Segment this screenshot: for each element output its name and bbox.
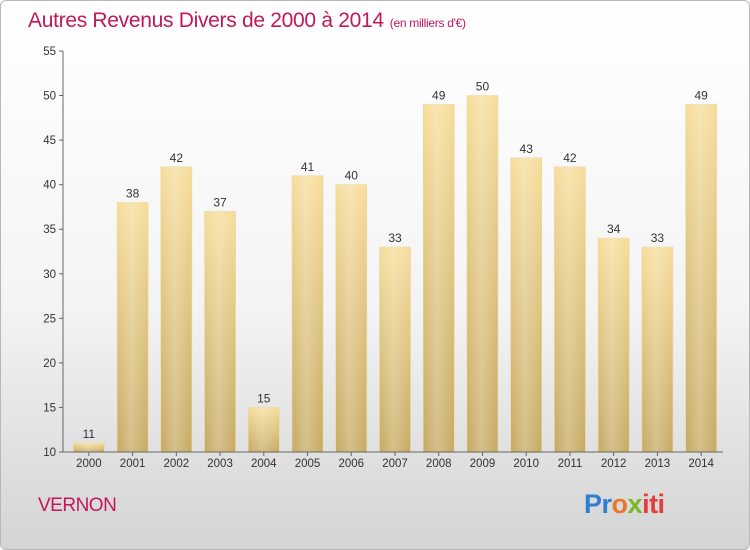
chart-title: Autres Revenus Divers de 2000 à 2014 (en …	[28, 9, 466, 33]
x-tick-label-2009: 2009	[470, 458, 496, 470]
bar-sheen-2012	[598, 238, 630, 452]
x-tick-label-2011: 2011	[558, 458, 583, 470]
bar-sheen-2007	[379, 247, 411, 452]
bar-sheen-2003	[204, 211, 236, 452]
y-tick-label-40: 40	[43, 180, 56, 192]
bar-sheen-2001	[117, 202, 149, 452]
bar-sheen-2010	[510, 157, 542, 452]
logo-part-2: o	[611, 489, 629, 519]
y-tick-label-20: 20	[43, 358, 56, 370]
x-tick-label-2006: 2006	[338, 458, 364, 470]
value-label-2000: 11	[83, 427, 96, 441]
x-tick-label-2004: 2004	[251, 458, 277, 470]
x-tick-label-2013: 2013	[645, 458, 671, 470]
value-label-2009: 50	[476, 80, 490, 94]
value-label-2007: 33	[388, 231, 402, 245]
value-label-2002: 42	[170, 151, 184, 165]
x-tick-label-2002: 2002	[164, 458, 190, 470]
bar-sheen-2000	[73, 443, 105, 452]
bars-group	[73, 95, 717, 453]
bar-sheen-2013	[641, 247, 673, 452]
x-tick-label-2001: 2001	[120, 458, 146, 470]
y-tick-label-45: 45	[43, 135, 56, 147]
y-tick-label-30: 30	[43, 269, 56, 281]
value-label-2004: 15	[257, 391, 271, 405]
logo-part-3: x	[627, 489, 643, 519]
y-tick-label-10: 10	[43, 447, 56, 459]
value-label-2014: 49	[694, 88, 708, 102]
logo-part-1: Pr	[584, 489, 612, 519]
labels-group: 11 2000 38 2001 42 2002 37 2003 15 2004 41 2005 40 20…	[43, 46, 714, 470]
y-tick-label-15: 15	[43, 402, 56, 414]
y-tick-label-55: 55	[43, 46, 56, 58]
bar-sheen-2014	[685, 104, 717, 452]
value-label-2013: 33	[651, 231, 665, 245]
bar-sheen-2004	[248, 407, 280, 452]
value-label-2003: 37	[213, 195, 227, 209]
proxiti-logo[interactable]: Proxiti	[584, 489, 665, 520]
y-tick-label-25: 25	[43, 313, 56, 325]
value-label-2012: 34	[607, 222, 621, 236]
x-tick-label-2007: 2007	[382, 458, 408, 470]
x-tick-label-2008: 2008	[426, 458, 452, 470]
bar-sheen-2002	[160, 166, 192, 452]
bar-sheen-2008	[423, 104, 455, 452]
chart-subtitle: (en milliers d'€)	[389, 16, 466, 30]
axes-group	[59, 50, 723, 456]
x-tick-label-2010: 2010	[513, 458, 539, 470]
location-label: VERNON	[38, 495, 117, 516]
bar-sheen-2005	[292, 175, 324, 452]
y-tick-label-35: 35	[43, 224, 56, 236]
value-label-2005: 41	[301, 160, 315, 174]
bar-sheen-2006	[335, 184, 367, 452]
logo-part-4: iti	[642, 489, 665, 519]
bar-sheen-2009	[466, 95, 498, 453]
value-label-2011: 42	[563, 151, 577, 165]
x-tick-label-2005: 2005	[295, 458, 321, 470]
value-label-2010: 43	[520, 142, 534, 156]
x-tick-label-2000: 2000	[76, 458, 102, 470]
value-label-2008: 49	[432, 88, 446, 102]
value-label-2001: 38	[126, 186, 140, 200]
y-tick-label-50: 50	[43, 91, 56, 103]
x-tick-label-2014: 2014	[688, 458, 714, 470]
x-tick-label-2012: 2012	[601, 458, 627, 470]
chart-title-text: Autres Revenus Divers de 2000 à 2014	[28, 9, 384, 32]
value-label-2006: 40	[345, 169, 359, 183]
x-tick-label-2003: 2003	[207, 458, 233, 470]
bar-sheen-2011	[554, 166, 586, 452]
